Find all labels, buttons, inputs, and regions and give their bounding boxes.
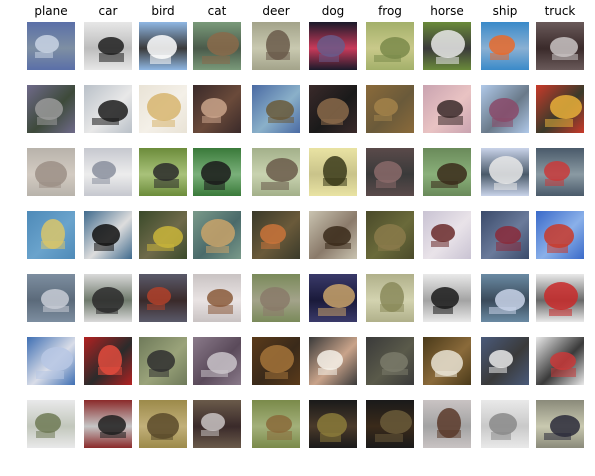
sample-image-truck-6 xyxy=(536,337,584,385)
column-label-plane: plane xyxy=(34,4,68,18)
sample-image-horse-7 xyxy=(423,400,471,448)
sample-image-dog-2 xyxy=(309,85,357,133)
sample-image-truck-3 xyxy=(536,148,584,196)
sample-image-horse-1 xyxy=(423,22,471,70)
sample-image-car-5 xyxy=(84,274,132,322)
sample-image-deer-5 xyxy=(252,274,300,322)
column-label-car: car xyxy=(98,4,118,18)
sample-image-dog-3 xyxy=(309,148,357,196)
column-label-deer: deer xyxy=(262,4,290,18)
sample-image-car-3 xyxy=(84,148,132,196)
sample-image-bird-3 xyxy=(139,148,187,196)
sample-image-deer-1 xyxy=(252,22,300,70)
sample-image-dog-6 xyxy=(309,337,357,385)
sample-image-horse-3 xyxy=(423,148,471,196)
sample-image-cat-3 xyxy=(193,148,241,196)
sample-image-bird-7 xyxy=(139,400,187,448)
sample-image-ship-3 xyxy=(481,148,529,196)
sample-image-horse-6 xyxy=(423,337,471,385)
column-label-dog: dog xyxy=(321,4,345,18)
sample-image-car-7 xyxy=(84,400,132,448)
sample-image-frog-3 xyxy=(366,148,414,196)
sample-image-ship-4 xyxy=(481,211,529,259)
sample-image-dog-5 xyxy=(309,274,357,322)
sample-image-deer-3 xyxy=(252,148,300,196)
sample-image-deer-7 xyxy=(252,400,300,448)
sample-image-deer-2 xyxy=(252,85,300,133)
sample-image-frog-5 xyxy=(366,274,414,322)
sample-image-ship-6 xyxy=(481,337,529,385)
sample-image-frog-7 xyxy=(366,400,414,448)
sample-image-frog-1 xyxy=(366,22,414,70)
sample-image-truck-5 xyxy=(536,274,584,322)
sample-image-car-6 xyxy=(84,337,132,385)
sample-image-horse-2 xyxy=(423,85,471,133)
sample-image-cat-2 xyxy=(193,85,241,133)
sample-image-truck-7 xyxy=(536,400,584,448)
sample-image-cat-7 xyxy=(193,400,241,448)
column-label-horse: horse xyxy=(430,4,464,18)
sample-image-bird-5 xyxy=(139,274,187,322)
sample-image-plane-2 xyxy=(27,85,75,133)
column-label-truck: truck xyxy=(544,4,576,18)
sample-image-frog-2 xyxy=(366,85,414,133)
sample-image-bird-4 xyxy=(139,211,187,259)
sample-image-cat-1 xyxy=(193,22,241,70)
sample-image-ship-2 xyxy=(481,85,529,133)
sample-image-deer-4 xyxy=(252,211,300,259)
sample-image-cat-4 xyxy=(193,211,241,259)
sample-image-ship-7 xyxy=(481,400,529,448)
column-label-frog: frog xyxy=(378,4,402,18)
sample-image-cat-6 xyxy=(193,337,241,385)
sample-image-ship-5 xyxy=(481,274,529,322)
column-label-cat: cat xyxy=(207,4,227,18)
column-label-ship: ship xyxy=(492,4,518,18)
sample-image-truck-2 xyxy=(536,85,584,133)
sample-image-plane-4 xyxy=(27,211,75,259)
sample-image-plane-6 xyxy=(27,337,75,385)
sample-image-frog-4 xyxy=(366,211,414,259)
sample-image-plane-5 xyxy=(27,274,75,322)
sample-image-bird-2 xyxy=(139,85,187,133)
sample-image-frog-6 xyxy=(366,337,414,385)
sample-image-cat-5 xyxy=(193,274,241,322)
sample-image-plane-3 xyxy=(27,148,75,196)
sample-image-dog-4 xyxy=(309,211,357,259)
column-label-bird: bird xyxy=(151,4,175,18)
sample-image-dog-7 xyxy=(309,400,357,448)
sample-image-ship-1 xyxy=(481,22,529,70)
sample-image-truck-4 xyxy=(536,211,584,259)
sample-image-horse-5 xyxy=(423,274,471,322)
sample-image-bird-1 xyxy=(139,22,187,70)
sample-image-truck-1 xyxy=(536,22,584,70)
sample-image-deer-6 xyxy=(252,337,300,385)
sample-image-car-2 xyxy=(84,85,132,133)
sample-image-plane-7 xyxy=(27,400,75,448)
sample-image-plane-1 xyxy=(27,22,75,70)
sample-image-horse-4 xyxy=(423,211,471,259)
sample-image-car-4 xyxy=(84,211,132,259)
sample-image-bird-6 xyxy=(139,337,187,385)
sample-image-car-1 xyxy=(84,22,132,70)
sample-image-dog-1 xyxy=(309,22,357,70)
